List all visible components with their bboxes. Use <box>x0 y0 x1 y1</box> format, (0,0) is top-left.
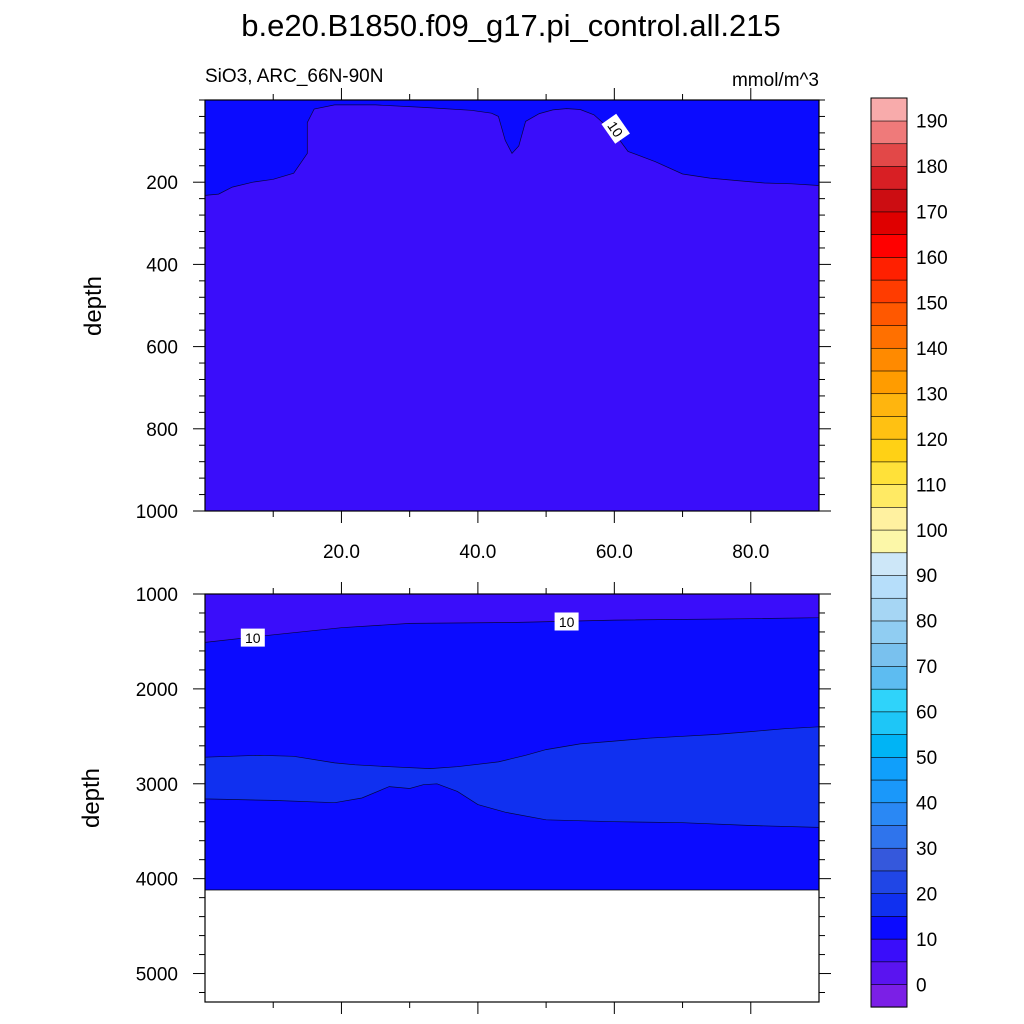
colorbar-swatch <box>870 256 908 281</box>
colorbar-swatch <box>870 756 908 781</box>
colorbar-label: 40 <box>916 794 937 815</box>
upper-y-tick-label: 200 <box>146 173 178 194</box>
colorbar-label: 120 <box>916 430 948 451</box>
x-tick-label: 40.0 <box>459 542 496 563</box>
colorbar-swatch <box>870 643 908 667</box>
colorbar-swatch <box>870 234 908 258</box>
svg-text:10: 10 <box>559 614 575 630</box>
colorbar-swatch <box>870 552 908 576</box>
colorbar-label: 150 <box>916 294 948 315</box>
lower-contour-label-1: 10 <box>554 612 579 631</box>
chart-subtitle-left: SiO3, ARC_66N-90N <box>205 66 383 87</box>
colorbar-swatch <box>870 802 908 826</box>
colorbar-swatch <box>870 143 908 167</box>
colorbar-swatch <box>870 711 908 735</box>
colorbar-swatch <box>870 574 908 599</box>
colorbar-swatch <box>870 915 908 940</box>
lower-plot-frame <box>204 593 820 1003</box>
lower-y-tick-label: 3000 <box>136 775 178 796</box>
colorbar-swatch <box>870 506 908 531</box>
lower-contour-region-1 <box>205 726 819 828</box>
x-tick-label: 80.0 <box>732 542 769 563</box>
upper-depth-panel: 10 20.0 40.0 60.0 80.0 200 400 600 800 1000 <box>136 88 831 563</box>
chart-title: b.e20.B1850.f09_g17.pi_control.all.215 <box>241 8 781 43</box>
colorbar-swatch <box>870 484 908 508</box>
colorbar-swatch <box>870 97 908 122</box>
colorbar-label: 170 <box>916 203 948 224</box>
colorbar-swatch <box>870 370 908 395</box>
colorbar-label: 70 <box>916 657 937 678</box>
colorbar-swatch <box>870 733 908 758</box>
x-tick-label: 20.0 <box>323 542 360 563</box>
colorbar-swatch <box>870 279 908 304</box>
colorbar-label: 60 <box>916 703 937 724</box>
colorbar-label: 10 <box>916 930 937 951</box>
colorbar-label: 140 <box>916 339 948 360</box>
upper-plot-frame <box>204 99 820 512</box>
y-axis-label-lower: depth <box>78 768 105 828</box>
colorbar-swatch <box>870 461 908 485</box>
colorbar-swatch <box>870 688 908 713</box>
colorbar-label: 100 <box>916 521 948 542</box>
colorbar-swatch <box>870 165 908 190</box>
lower-y-tick-label: 4000 <box>136 870 178 891</box>
colorbar-swatch <box>870 393 908 417</box>
colorbar-swatch <box>870 847 908 872</box>
colorbar-swatch <box>870 302 908 326</box>
colorbar-label: 20 <box>916 884 937 905</box>
colorbar-swatch <box>870 438 908 463</box>
colorbar-label: 30 <box>916 839 937 860</box>
colorbar-swatch <box>870 347 908 372</box>
colorbar-label: 80 <box>916 612 937 633</box>
colorbar-swatch <box>870 415 908 440</box>
lower-contour-label-0: 10 <box>240 628 265 647</box>
colorbar-label: 0 <box>916 975 927 996</box>
colorbar-swatch <box>870 188 908 213</box>
colorbar-swatch <box>870 120 908 145</box>
upper-contour-label-0: 10 <box>601 113 630 144</box>
upper-y-tick-label: 800 <box>146 420 178 441</box>
upper-contour-region-0 <box>205 100 819 196</box>
x-tick-label: 60.0 <box>596 542 633 563</box>
lower-depth-panel: 10 10 1000 2000 3000 4000 5000 <box>136 582 831 1014</box>
colorbar-label: 180 <box>916 157 948 178</box>
colorbar-swatch <box>870 961 908 985</box>
colorbar-swatch <box>870 779 908 804</box>
lower-y-tick-label: 1000 <box>136 585 178 606</box>
colorbar-label: 90 <box>916 566 937 587</box>
colorbar-swatch <box>870 983 908 1008</box>
colorbar-swatch <box>870 211 908 235</box>
upper-y-tick-label: 600 <box>146 338 178 359</box>
upper-y-tick-label: 1000 <box>136 502 178 523</box>
colorbar-swatch <box>870 597 908 622</box>
lower-no-data-area <box>205 890 819 1002</box>
colorbar-label: 50 <box>916 748 937 769</box>
y-axis-label-upper: depth <box>80 276 107 336</box>
colorbar-swatch <box>870 870 908 894</box>
colorbar: 0 10 20 30 40 50 60 70 80 90 100 110 120 130 140 150 160… <box>870 97 948 1008</box>
colorbar-swatch <box>870 893 908 917</box>
lower-y-tick-label: 2000 <box>136 680 178 701</box>
colorbar-label: 130 <box>916 384 948 405</box>
colorbar-swatch <box>870 324 908 349</box>
chart-subtitle-right: mmol/m^3 <box>732 70 819 91</box>
colorbar-swatch <box>870 620 908 644</box>
colorbar-swatch <box>870 938 908 963</box>
colorbar-label: 160 <box>916 248 948 269</box>
colorbar-label: 190 <box>916 112 948 133</box>
colorbar-swatch <box>870 529 908 554</box>
colorbar-swatch <box>870 824 908 849</box>
colorbar-label: 110 <box>916 475 946 496</box>
upper-y-tick-label: 400 <box>146 255 178 276</box>
lower-y-tick-label: 5000 <box>136 965 178 986</box>
colorbar-swatch <box>870 665 908 690</box>
svg-text:10: 10 <box>245 630 261 646</box>
